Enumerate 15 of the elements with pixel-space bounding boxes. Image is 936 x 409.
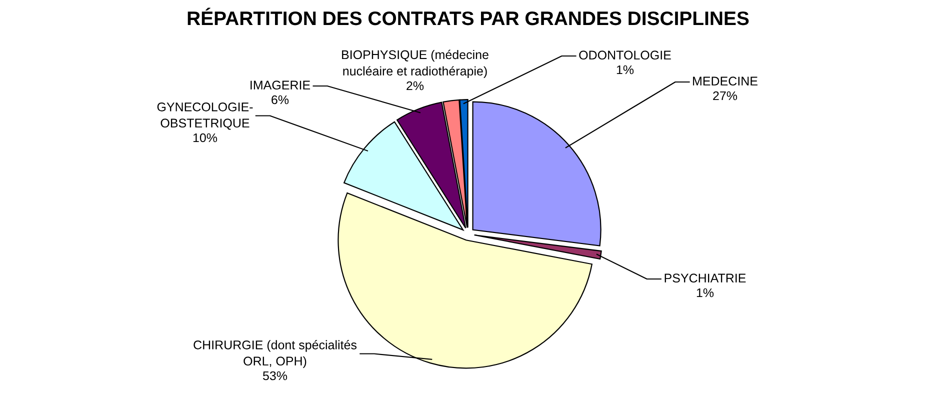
slice-label: ODONTOLOGIE — [579, 50, 671, 60]
chart-title: RÉPARTITION DES CONTRATS PAR GRANDES DISCIPLINES — [188, 8, 749, 26]
data-label: 27% — [713, 91, 738, 100]
slice-label: MEDECINE — [693, 76, 758, 86]
data-label: 2% — [406, 81, 424, 90]
slice-label: BIOPHYSIQUE (médecine nucléaire et radiothérapie) — [342, 50, 488, 78]
slice-label: IMAGERIE — [250, 80, 310, 90]
slice-label: CHIRURGIE (dont spécialités ORL, OPH) — [194, 340, 357, 368]
data-label: 6% — [272, 95, 289, 104]
data-label: 53% — [262, 371, 288, 380]
data-label: 10% — [193, 133, 218, 142]
slice-label: PSYCHIATRIE — [664, 274, 746, 283]
data-label: 1% — [616, 65, 634, 74]
data-label: 1% — [696, 288, 714, 298]
slice-label: GYNECOLOGIE- OBSTETRIQUE — [157, 102, 253, 130]
